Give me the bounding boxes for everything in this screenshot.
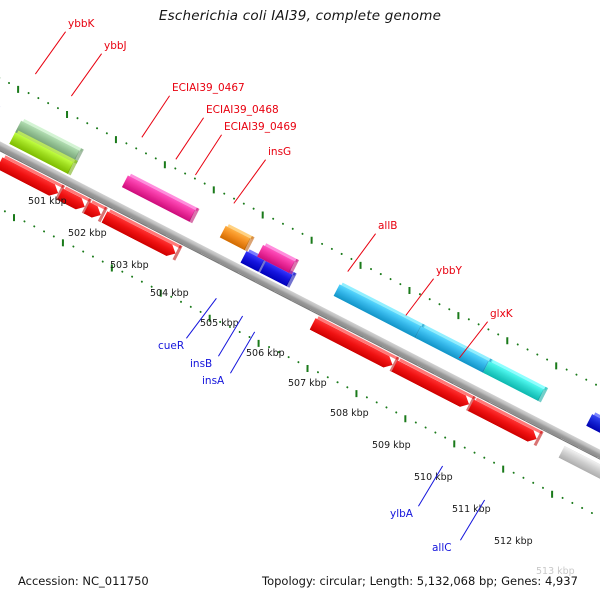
ruler-tick-label: 503 kbp [110, 260, 149, 271]
gene-cuer[interactable] [219, 224, 255, 252]
gene-label-eciai39_0469[interactable]: ECIAI39_0469 [224, 121, 297, 133]
gene-label-ybbj[interactable]: ybbJ [104, 40, 127, 52]
leader-line-insg [233, 159, 266, 204]
gene-label-insa[interactable]: insA [202, 375, 225, 387]
accession-text: Accession: NC_011750 [18, 574, 149, 588]
ruler-tick-label: 507 kbp [288, 378, 327, 389]
leader-line-eciai39_0468 [175, 117, 204, 160]
genome-backbone [0, 77, 600, 523]
gene-label-glxk[interactable]: glxK [490, 308, 513, 320]
leader-line-ybbk [35, 31, 66, 74]
leader-line-eciai39_0469 [195, 134, 222, 175]
leader-line-eciai39_0467 [141, 95, 170, 138]
ruler-tick-label: 505 kbp [200, 318, 239, 329]
ruler-tick-label: 508 kbp [330, 408, 369, 419]
leader-line-ybbj [71, 53, 102, 96]
ruler-tick-label: 501 kbp [28, 196, 67, 207]
ruler-tick-label: 511 kbp [452, 504, 491, 515]
ruler-tick-label: 510 kbp [414, 472, 453, 483]
gene-label-ylba[interactable]: ylbA [390, 508, 413, 520]
ruler-tick-label: 504 kbp [150, 288, 189, 299]
gene-label-insg[interactable]: insG [268, 146, 292, 158]
gene-label-eciai39_0468[interactable]: ECIAI39_0468 [206, 104, 279, 116]
gene-label-cuer[interactable]: cueR [158, 340, 185, 352]
gene-eciai39_0469[interactable] [84, 200, 108, 223]
gene-label-ybbk[interactable]: ybbK [68, 18, 95, 30]
ruler-tick-label: 506 kbp [246, 348, 285, 359]
ruler-tick-label: 502 kbp [68, 228, 107, 239]
gene-label-insb[interactable]: insB [190, 358, 213, 370]
gene-label-allc[interactable]: allC [432, 542, 452, 554]
genome-stats-text: Topology: circular; Length: 5,132,068 bp… [262, 574, 578, 588]
ruler-tick-label: 513 kbp [536, 566, 575, 577]
gene-label-allb[interactable]: allB [378, 220, 398, 232]
page-title: Escherichia coli IAI39, complete genome [158, 8, 442, 24]
gene-label-ybby[interactable]: ybbY [436, 265, 462, 277]
ruler-tick-label: 512 kbp [494, 536, 533, 547]
gene-label-eciai39_0467[interactable]: ECIAI39_0467 [172, 82, 245, 94]
ruler-tick-label: 509 kbp [372, 440, 411, 451]
